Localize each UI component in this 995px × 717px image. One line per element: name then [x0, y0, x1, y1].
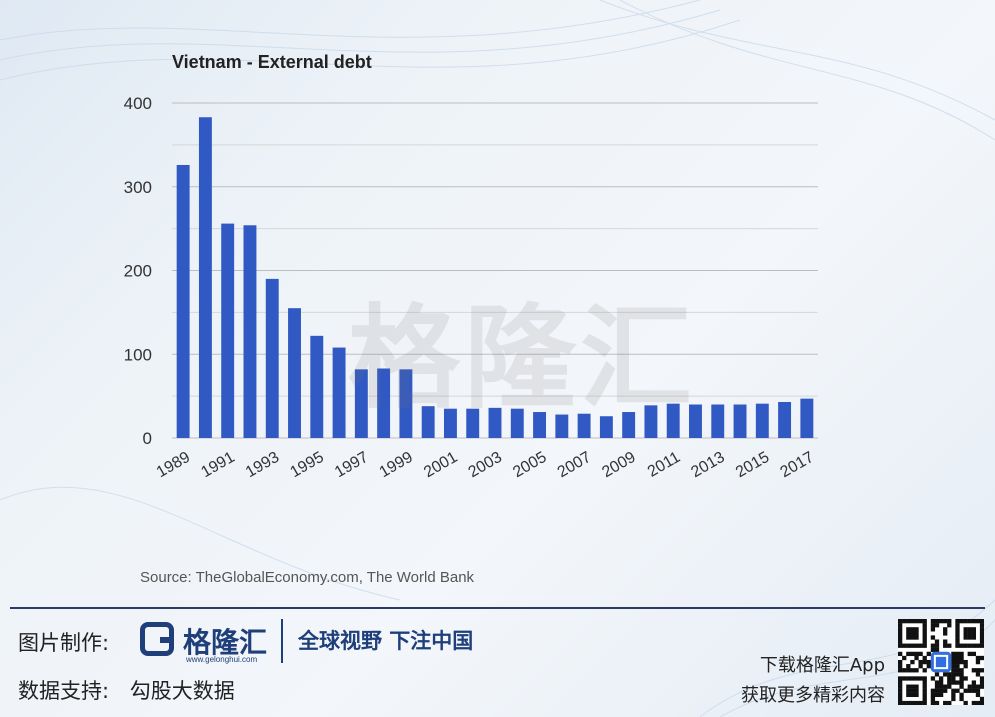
made-by-label: 图片制作: — [18, 631, 110, 655]
y-tick-label: 400 — [124, 94, 152, 113]
logo-name: 格隆汇 — [183, 626, 268, 659]
bar-2000 — [421, 406, 435, 438]
bar-1991 — [221, 223, 235, 438]
app-promo-text: 获取更多精彩内容 — [741, 685, 885, 706]
bar-2004 — [510, 408, 524, 438]
bar-2006 — [555, 414, 569, 438]
x-tick-label: 1999 — [377, 449, 416, 482]
bar-2015 — [755, 403, 769, 438]
bar-2016 — [778, 401, 792, 438]
bar-1992 — [243, 225, 257, 438]
bar-1999 — [399, 369, 413, 438]
slogan: 全球视野 下注中国 — [298, 629, 474, 653]
bar-2008 — [599, 416, 613, 438]
x-tick-label: 2011 — [645, 449, 683, 481]
bar-1997 — [354, 369, 368, 438]
x-tick-label: 2015 — [733, 449, 772, 482]
bar-2003 — [488, 407, 502, 438]
bar-2017 — [800, 398, 814, 438]
logo-url: www.gelonghui.com — [186, 655, 258, 664]
bar-1998 — [377, 368, 391, 438]
gelonghui-logo-icon — [140, 622, 174, 656]
x-tick-label: 1997 — [332, 449, 371, 482]
bar-1993 — [265, 278, 279, 438]
bar-2010 — [644, 405, 658, 438]
data-support-label-text: 数据支持: — [18, 679, 110, 703]
bar-2011 — [666, 403, 680, 438]
bar-1994 — [288, 308, 301, 438]
footer: 图片制作: 格隆汇 www.gelonghui.com 全球视野 下注中国 数据… — [0, 609, 995, 717]
x-tick-label: 1991 — [198, 449, 237, 482]
x-tick-label: 2001 — [421, 449, 460, 482]
y-tick-label: 300 — [124, 178, 152, 197]
x-tick-label: 2005 — [510, 449, 549, 482]
footer-separator — [281, 619, 283, 663]
bar-2009 — [622, 412, 636, 438]
y-tick-label: 0 — [143, 429, 152, 448]
x-tick-label: 1995 — [287, 449, 326, 482]
bar-2014 — [733, 404, 747, 438]
x-tick-label: 2013 — [688, 449, 727, 482]
data-support-value: 勾股大数据 — [129, 679, 235, 703]
bar-2012 — [689, 404, 702, 438]
x-tick-label: 1989 — [154, 449, 193, 482]
chart-title: Vietnam - External debt — [172, 52, 372, 72]
bar-2005 — [533, 412, 547, 438]
x-tick-label: 2017 — [778, 449, 817, 482]
x-tick-label: 1993 — [243, 449, 282, 482]
app-download-text: 下载格隆汇App — [759, 655, 885, 676]
footer-divider — [10, 607, 985, 609]
y-tick-label: 100 — [124, 345, 152, 364]
bar-1995 — [310, 335, 324, 438]
data-support-label: 数据支持: 勾股大数据 — [18, 675, 235, 705]
bar-1990 — [198, 117, 212, 439]
bar-2002 — [466, 408, 480, 438]
x-tick-label: 2003 — [466, 449, 505, 482]
bar-1996 — [332, 347, 346, 438]
qr-code-icon[interactable] — [898, 619, 984, 705]
bar-2007 — [577, 413, 591, 438]
chart-source: Source: TheGlobalEconomy.com, The World … — [140, 569, 475, 586]
x-tick-label: 2009 — [599, 449, 638, 482]
watermark: 格隆汇 — [348, 294, 696, 424]
x-tick-label: 2007 — [555, 449, 594, 482]
y-tick-label: 200 — [124, 262, 152, 281]
bar-1989 — [176, 164, 190, 438]
bar-2013 — [711, 404, 725, 438]
bar-2001 — [443, 408, 457, 438]
